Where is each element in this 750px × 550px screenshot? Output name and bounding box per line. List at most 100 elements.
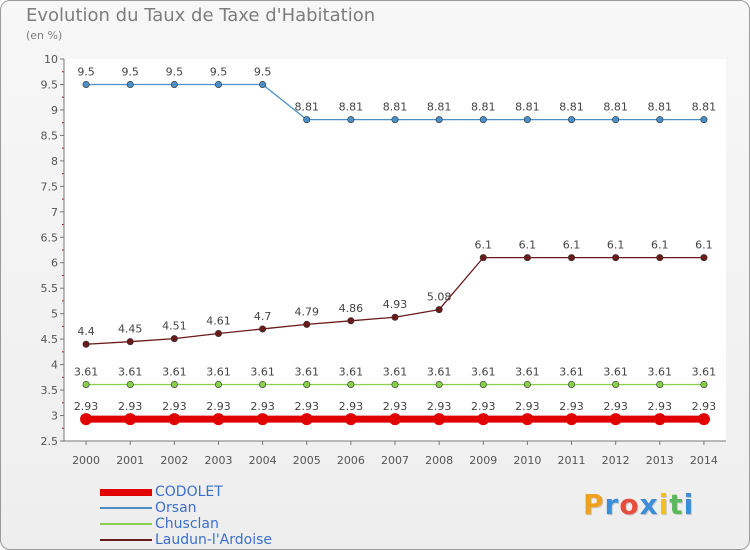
data-label: 6.1 xyxy=(651,239,669,252)
y-tick-label: 9.5 xyxy=(41,78,59,91)
data-point xyxy=(80,413,93,426)
data-label: 4.79 xyxy=(294,305,319,318)
y-tick-label: 5 xyxy=(51,308,58,321)
chart-subtitle: (en %) xyxy=(26,29,63,42)
data-point xyxy=(303,320,311,328)
x-tick-label: 2013 xyxy=(646,454,674,467)
x-tick-label: 2002 xyxy=(160,454,188,467)
y-tick-label: 7 xyxy=(51,206,58,219)
data-label: 9.5 xyxy=(166,65,184,78)
data-label: 6.1 xyxy=(519,239,537,252)
data-label: 2.93 xyxy=(559,400,584,413)
data-label: 9.5 xyxy=(121,65,139,78)
legend-label: Orsan xyxy=(155,500,197,516)
data-label: 2.93 xyxy=(692,400,717,413)
data-point xyxy=(124,413,137,426)
data-point xyxy=(479,254,487,262)
x-tick-label: 2003 xyxy=(204,454,232,467)
data-point xyxy=(212,413,225,426)
data-point xyxy=(391,313,399,321)
data-label: 2.93 xyxy=(74,400,99,413)
data-label: 4.86 xyxy=(339,302,364,315)
data-point xyxy=(347,380,355,388)
data-label: 2.93 xyxy=(515,400,540,413)
logo-letter: x xyxy=(639,488,659,521)
y-tick-label: 10 xyxy=(44,53,58,66)
legend-swatch xyxy=(100,489,152,496)
x-tick-label: 2012 xyxy=(602,454,630,467)
data-point xyxy=(612,380,620,388)
logo-letter: P xyxy=(583,488,605,521)
x-tick-label: 2009 xyxy=(469,454,497,467)
data-point xyxy=(568,380,576,388)
data-point xyxy=(170,335,178,343)
y-tick-label: 4.5 xyxy=(41,333,59,346)
data-point xyxy=(435,116,443,124)
data-label: 8.81 xyxy=(648,101,673,114)
data-label: 3.61 xyxy=(118,365,143,378)
data-point xyxy=(477,413,490,426)
x-tick-label: 2001 xyxy=(116,454,144,467)
data-point xyxy=(126,380,134,388)
data-label: 8.81 xyxy=(427,101,452,114)
data-label: 4.4 xyxy=(77,325,95,338)
data-point xyxy=(523,116,531,124)
data-label: 3.61 xyxy=(294,365,319,378)
legend-swatch xyxy=(100,507,152,509)
proxiti-logo: Proxiti xyxy=(583,488,694,521)
data-point xyxy=(609,413,622,426)
data-label: 2.93 xyxy=(250,400,275,413)
data-label: 5.08 xyxy=(427,291,452,304)
data-label: 6.1 xyxy=(563,239,581,252)
data-label: 6.1 xyxy=(695,239,713,252)
data-label: 2.93 xyxy=(427,400,452,413)
data-label: 8.81 xyxy=(339,101,364,114)
data-label: 8.81 xyxy=(294,101,319,114)
data-point xyxy=(568,116,576,124)
data-point xyxy=(214,330,222,338)
data-label: 3.61 xyxy=(383,365,408,378)
data-point xyxy=(126,338,134,346)
data-point xyxy=(168,413,181,426)
data-point xyxy=(568,254,576,262)
data-label: 2.93 xyxy=(118,400,143,413)
data-point xyxy=(523,380,531,388)
legend-swatch xyxy=(100,523,152,525)
data-point xyxy=(389,413,401,426)
data-point xyxy=(433,413,446,426)
data-point xyxy=(521,413,534,426)
data-label: 4.51 xyxy=(162,320,187,333)
y-tick-label: 6.5 xyxy=(41,231,59,244)
data-point xyxy=(347,317,355,325)
data-label: 8.81 xyxy=(559,101,584,114)
data-point xyxy=(170,380,178,388)
data-label: 9.5 xyxy=(210,65,228,78)
data-point xyxy=(435,380,443,388)
data-label: 3.61 xyxy=(427,365,452,378)
x-tick-label: 2008 xyxy=(425,454,453,467)
legend-label: Chusclan xyxy=(155,516,219,532)
data-point xyxy=(170,80,178,88)
data-point xyxy=(656,254,664,262)
data-point xyxy=(656,380,664,388)
data-label: 8.81 xyxy=(603,101,628,114)
data-point xyxy=(259,380,267,388)
data-point xyxy=(565,413,578,426)
data-label: 8.81 xyxy=(383,101,408,114)
data-point xyxy=(479,380,487,388)
data-point xyxy=(391,116,399,124)
x-tick-label: 2005 xyxy=(293,454,321,467)
data-point xyxy=(700,254,708,262)
data-point xyxy=(347,116,355,124)
x-tick-label: 2004 xyxy=(249,454,277,467)
data-label: 3.61 xyxy=(162,365,187,378)
data-point xyxy=(214,80,222,88)
data-label: 4.93 xyxy=(383,298,408,311)
legend-swatch xyxy=(100,539,152,541)
data-label: 2.93 xyxy=(162,400,187,413)
x-tick-label: 2006 xyxy=(337,454,365,467)
x-tick-label: 2010 xyxy=(513,454,541,467)
data-label: 2.93 xyxy=(294,400,319,413)
data-point xyxy=(391,380,399,388)
data-label: 8.81 xyxy=(471,101,496,114)
